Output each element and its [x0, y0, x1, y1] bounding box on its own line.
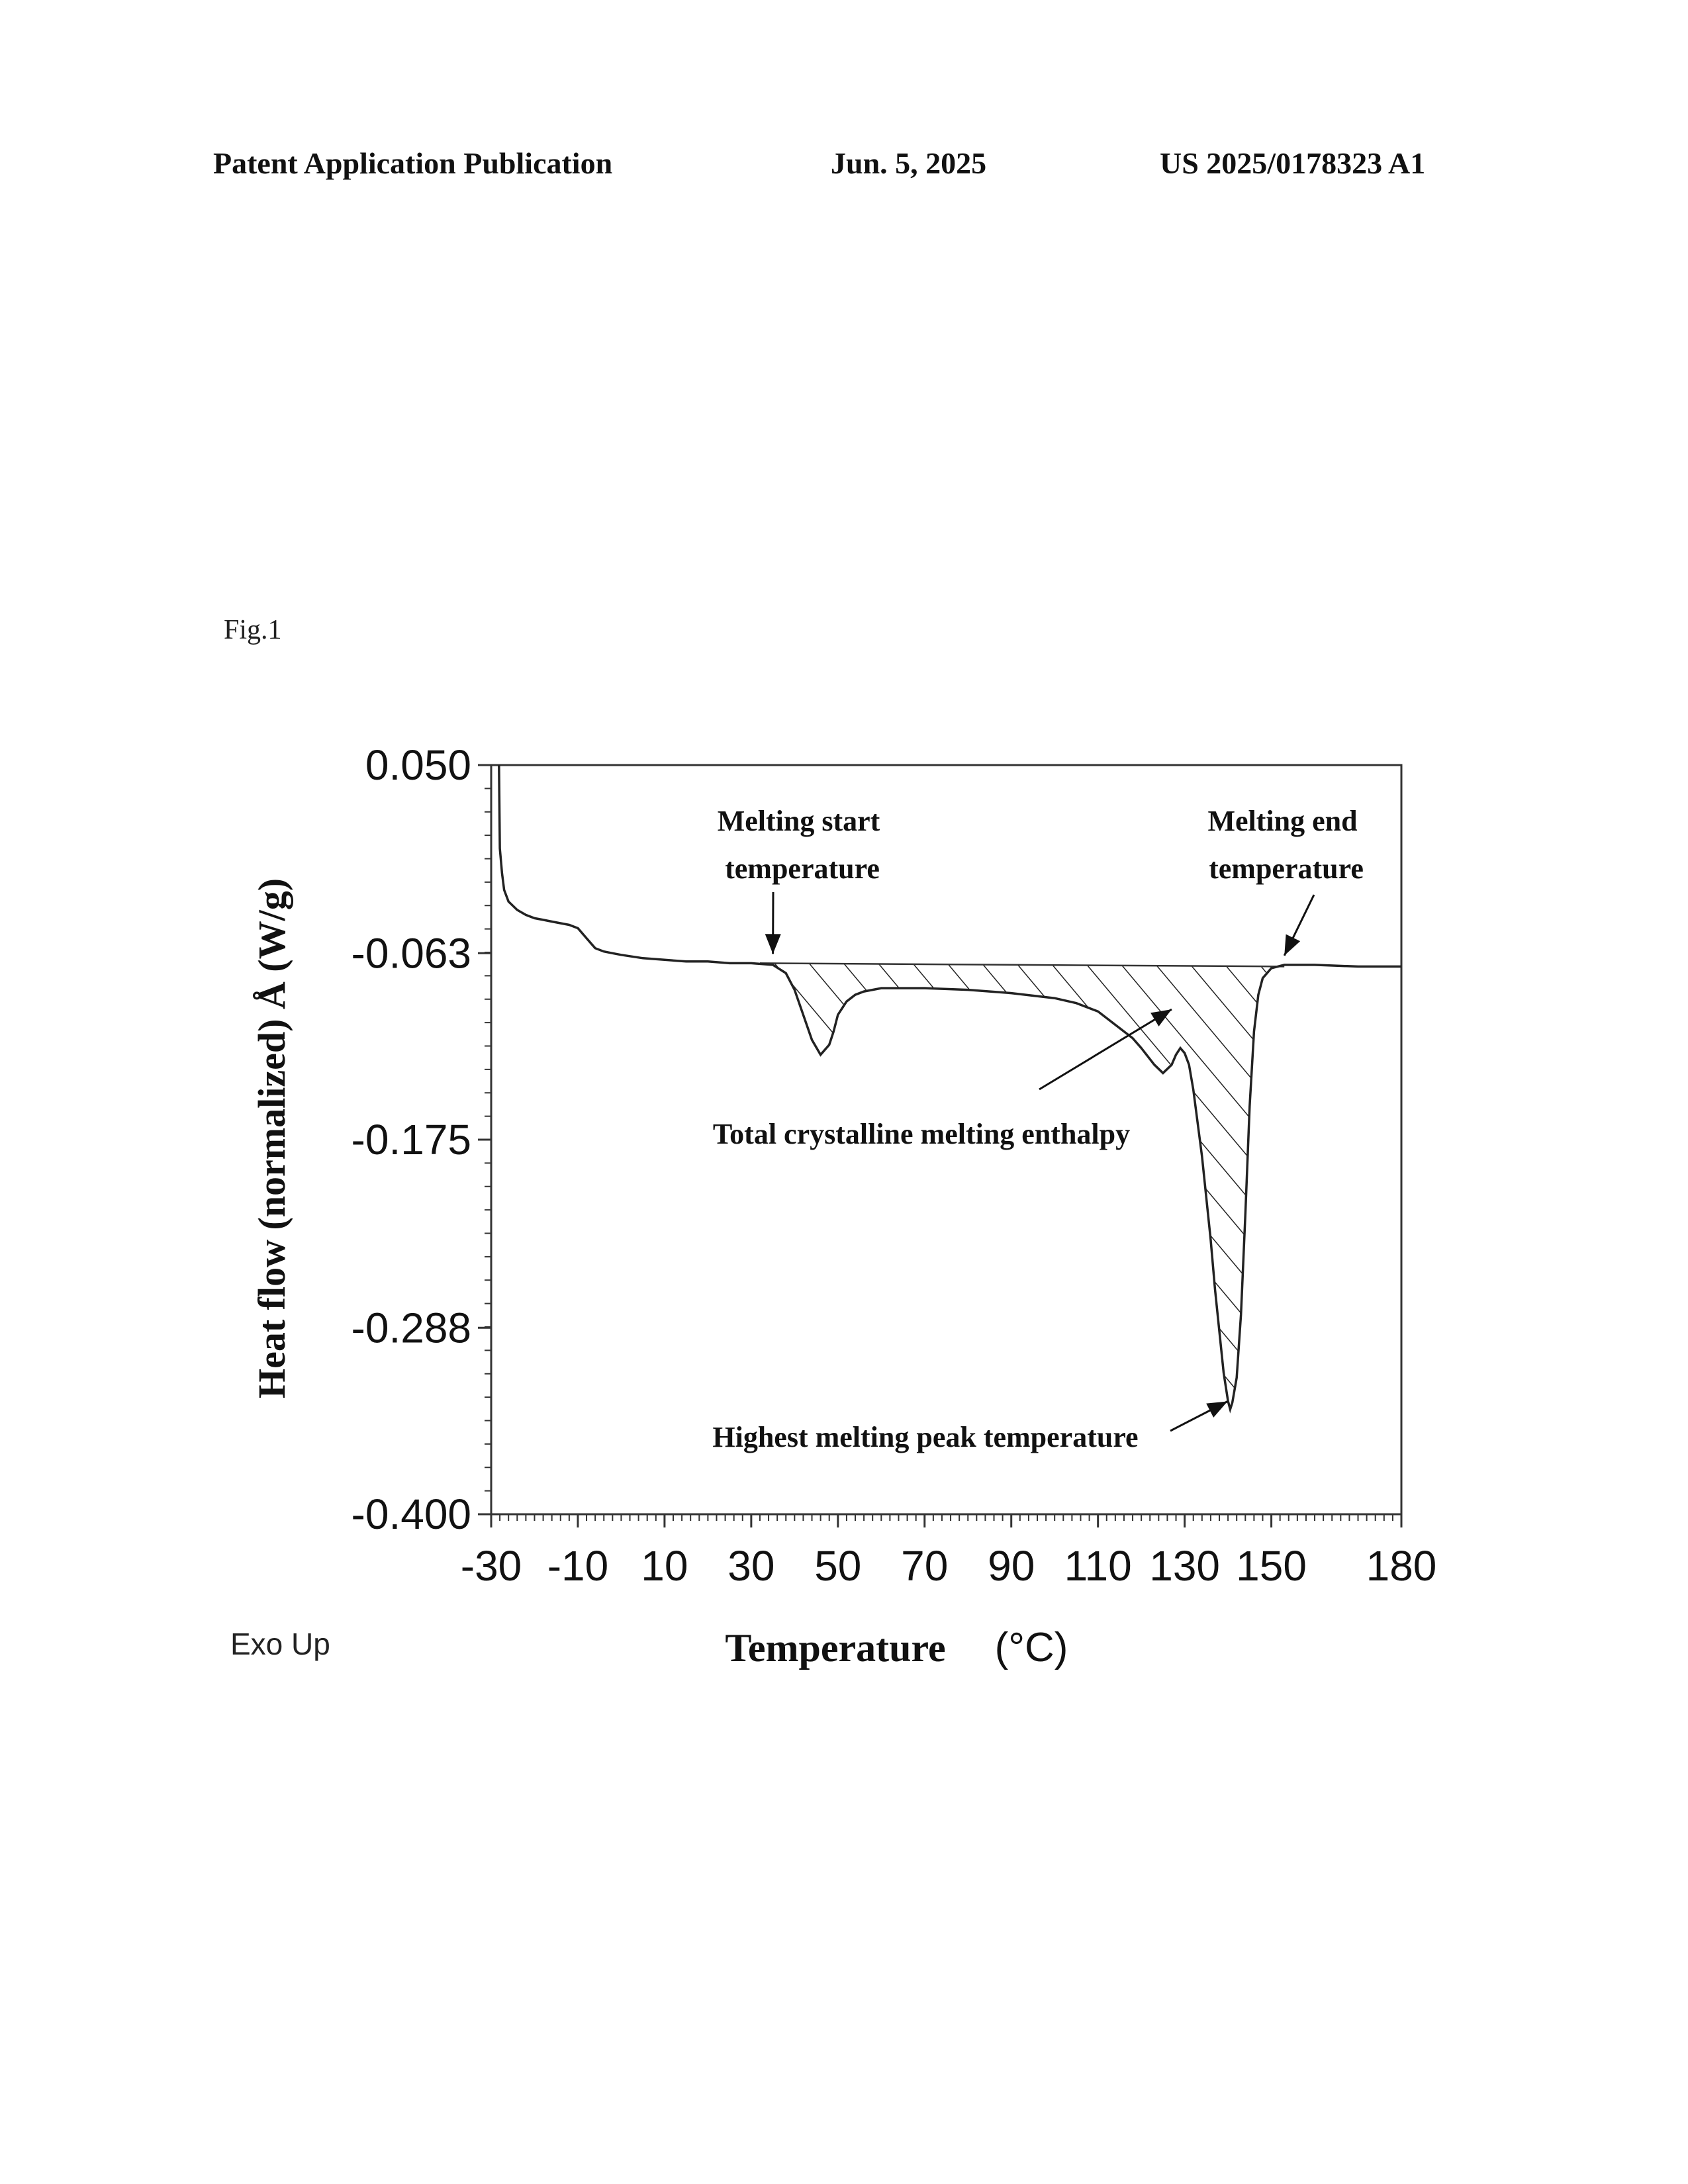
annotation-melting-start-line1: Melting start: [718, 805, 880, 837]
x-tick-label: 30: [727, 1542, 774, 1590]
x-tick-label: 70: [901, 1542, 948, 1590]
x-tick-label: 130: [1149, 1542, 1220, 1590]
x-tick-label: -30: [461, 1542, 522, 1590]
annotation-melting-start: Melting start temperature: [718, 805, 888, 885]
x-tick-label: 150: [1236, 1542, 1307, 1590]
y-tick-label: -0.175: [352, 1116, 471, 1163]
x-tick-label: 90: [988, 1542, 1035, 1590]
x-tick-labels: -30 -10 10 30 50 70 90 110 130 150 180: [461, 1542, 1437, 1590]
y-tick-label: -0.063: [352, 929, 471, 977]
arrow-highest-peak-head: [1206, 1402, 1227, 1418]
y-tick-label: -0.288: [352, 1304, 471, 1351]
y-tick-label: -0.400: [352, 1490, 471, 1538]
x-tick-label: 10: [641, 1542, 688, 1590]
arrow-melting-end-head: [1284, 934, 1300, 956]
x-axis-label-text: Temperature: [725, 1626, 945, 1670]
x-axis-unit: (°C): [995, 1625, 1068, 1670]
x-tick-label: 50: [814, 1542, 861, 1590]
x-tick-label: -10: [547, 1542, 609, 1590]
annotation-highest-peak: Highest melting peak temperature: [712, 1421, 1138, 1453]
annotation-melting-end: Melting end temperature: [1207, 805, 1364, 885]
x-tick-label: 110: [1064, 1542, 1132, 1590]
annotation-total-enthalpy: Total crystalline melting enthalpy: [713, 1118, 1130, 1150]
y-tick-label: 0.050: [365, 741, 471, 789]
annotation-melting-end-line1: Melting end: [1207, 805, 1357, 837]
exo-up-note: Exo Up: [230, 1627, 330, 1661]
annotation-melting-end-line2: temperature: [1209, 852, 1364, 885]
x-tick-label: 180: [1366, 1542, 1437, 1590]
y-tick-labels: 0.050 -0.063 -0.175 -0.288 -0.400: [352, 741, 471, 1538]
annotation-melting-start-line2: temperature: [725, 852, 880, 885]
y-axis-label: Heat flow (normalized) Å (W/g): [250, 878, 293, 1398]
arrow-melting-start-head: [765, 934, 781, 954]
